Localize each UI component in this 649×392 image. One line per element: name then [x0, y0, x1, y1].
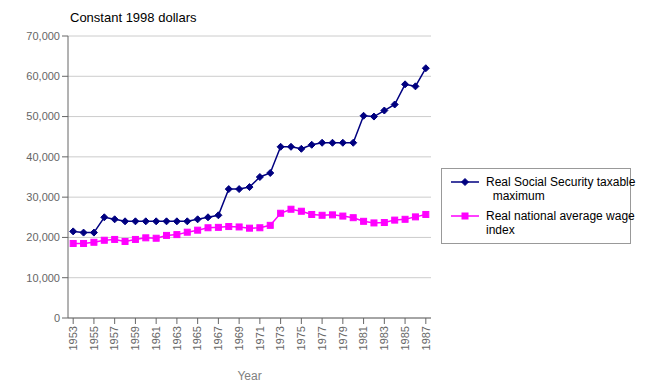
- svg-text:60,000: 60,000: [26, 70, 60, 82]
- svg-text:50,000: 50,000: [26, 110, 60, 122]
- html-text:Real national average wage ind: Real national average wage index: [486, 209, 635, 237]
- svg-text:1955: 1955: [88, 326, 100, 350]
- svg-text:1979: 1979: [337, 326, 349, 350]
- svg-text:1975: 1975: [295, 326, 307, 350]
- svg-text:1965: 1965: [191, 326, 203, 350]
- svg-text:1973: 1973: [274, 326, 286, 350]
- svg-text:10,000: 10,000: [26, 272, 60, 284]
- svg-text:1963: 1963: [171, 326, 183, 350]
- svg-text:Year: Year: [237, 369, 261, 383]
- svg-text:1969: 1969: [233, 326, 245, 350]
- svg-text:0: 0: [54, 312, 60, 324]
- svg-text:40,000: 40,000: [26, 151, 60, 163]
- svg-text:1983: 1983: [378, 326, 390, 350]
- svg-text:1977: 1977: [316, 326, 328, 350]
- svg-text:1987: 1987: [420, 326, 432, 350]
- svg-text:1985: 1985: [399, 326, 411, 350]
- svg-text:1953: 1953: [67, 326, 79, 350]
- svg-text:1957: 1957: [108, 326, 120, 350]
- svg-text:1967: 1967: [212, 326, 224, 350]
- svg-text:30,000: 30,000: [26, 191, 60, 203]
- svg-text:20,000: 20,000: [26, 231, 60, 243]
- svg-text:1971: 1971: [254, 326, 266, 350]
- svg-text:1959: 1959: [129, 326, 141, 350]
- html-text:Real Social Security taxable m: Real Social Security taxable maximum: [486, 175, 636, 203]
- svg-text:1961: 1961: [150, 326, 162, 350]
- svg-text:1981: 1981: [357, 326, 369, 350]
- svg-text:70,000: 70,000: [26, 30, 60, 42]
- html-text:Constant 1998 dollars: Constant 1998 dollars: [70, 10, 197, 25]
